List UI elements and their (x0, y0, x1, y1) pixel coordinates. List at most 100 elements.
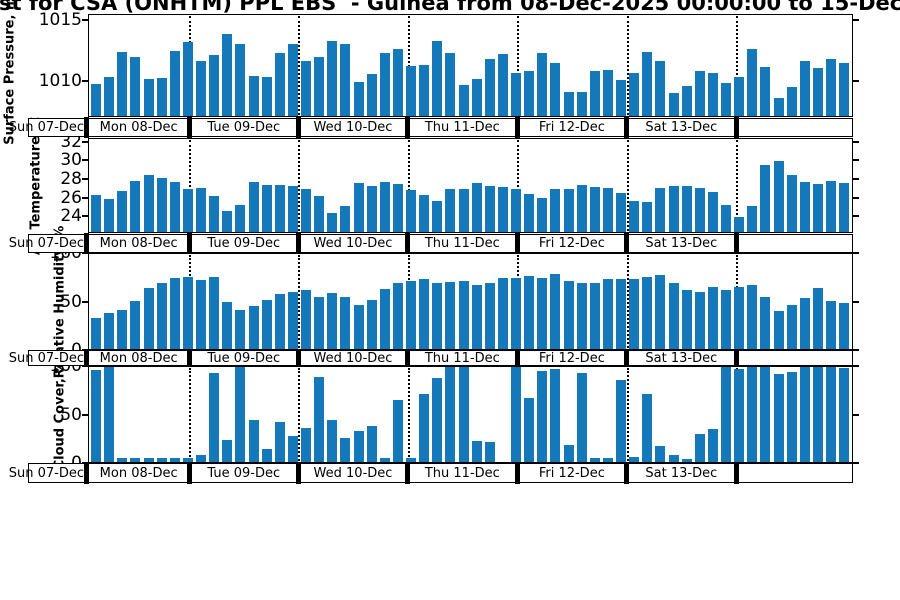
bar-air-temperature (629, 201, 640, 232)
bar-relative-humidity (563, 280, 574, 349)
day-separator (514, 117, 520, 138)
day-label: Sat 13-Dec (645, 350, 718, 366)
bar-air-temperature (826, 180, 836, 232)
bar-surface-pressure (576, 92, 587, 116)
day-strip (28, 234, 853, 253)
day-label: Thu 11-Dec (424, 236, 500, 251)
bar-cloud-cover (235, 367, 246, 462)
bar-relative-humidity (524, 275, 535, 349)
bar-surface-pressure (550, 62, 561, 116)
day-separator (295, 117, 301, 138)
bar-surface-pressure (537, 53, 548, 116)
bar-cloud-cover (602, 458, 613, 462)
bar-air-temperature (799, 181, 810, 232)
bar-surface-pressure (642, 51, 653, 116)
ytick-label: 1015 (38, 10, 82, 31)
day-separator (83, 349, 89, 367)
bar-relative-humidity (169, 277, 180, 349)
bar-surface-pressure (511, 73, 521, 116)
bar-cloud-cover (524, 398, 535, 462)
day-boundary-line (736, 140, 738, 231)
bar-cloud-cover (668, 455, 679, 462)
bar-surface-pressure (117, 51, 128, 116)
bar-relative-humidity (576, 282, 587, 349)
bar-relative-humidity (550, 273, 561, 349)
bar-relative-humidity (655, 274, 666, 349)
bar-air-temperature (471, 182, 482, 232)
day-separator (186, 117, 192, 138)
bar-surface-pressure (301, 61, 311, 116)
bar-air-temperature (261, 184, 272, 232)
day-separator (624, 233, 630, 254)
bar-relative-humidity (537, 277, 548, 349)
day-separator (186, 462, 192, 484)
bar-cloud-cover (812, 367, 823, 462)
bar-surface-pressure (563, 92, 574, 116)
bar-cloud-cover (261, 448, 272, 462)
ytick-label: 30 (60, 150, 82, 171)
bar-surface-pressure (261, 76, 272, 116)
bar-relative-humidity (235, 310, 246, 349)
bar-surface-pressure (839, 62, 850, 116)
day-separator (733, 233, 739, 254)
day-separator (83, 117, 89, 138)
bar-air-temperature (694, 188, 705, 232)
day-separator (295, 462, 301, 484)
day-separator (405, 462, 411, 484)
bar-surface-pressure (655, 61, 666, 116)
bar-surface-pressure (274, 53, 285, 116)
bar-relative-humidity (694, 292, 705, 349)
bar-relative-humidity (471, 285, 482, 349)
bar-cloud-cover (629, 457, 640, 462)
bar-cloud-cover (642, 393, 653, 462)
bar-surface-pressure (484, 58, 495, 116)
bar-surface-pressure (786, 87, 797, 116)
bar-cloud-cover (143, 458, 154, 462)
day-separator (624, 462, 630, 484)
bar-surface-pressure (602, 69, 613, 116)
ytick-right (853, 349, 859, 351)
bar-air-temperature (773, 160, 784, 232)
bar-relative-humidity (117, 310, 128, 349)
bar-cloud-cover (734, 368, 745, 462)
ytick-left (82, 19, 88, 22)
bar-surface-pressure (432, 41, 443, 116)
bar-relative-humidity (182, 276, 193, 349)
day-separator (624, 117, 630, 138)
bar-air-temperature (668, 186, 679, 232)
bar-air-temperature (130, 180, 141, 232)
bar-relative-humidity (406, 280, 416, 349)
bar-cloud-cover (786, 371, 797, 462)
day-boundary-line (407, 140, 410, 231)
day-boundary-line (517, 16, 519, 115)
bar-cloud-cover (301, 427, 311, 462)
day-label: Mon 08-Dec (99, 350, 178, 366)
bar-cloud-cover (537, 370, 548, 462)
bar-surface-pressure (694, 70, 705, 116)
bar-relative-humidity (327, 292, 338, 349)
bar-cloud-cover (550, 368, 561, 462)
bar-relative-humidity (156, 282, 167, 349)
day-boundary-line (298, 368, 301, 461)
bar-relative-humidity (721, 290, 731, 349)
bar-air-temperature (196, 188, 206, 232)
bar-cloud-cover (222, 440, 233, 462)
ylabel-cloud-cover: Cloud Cover, % (52, 360, 68, 469)
bar-cloud-cover (156, 458, 167, 462)
day-label: Wed 10-Dec (313, 236, 393, 251)
figure-title: st for CSA (ONHTM) PPL EBS - Guinea from… (0, 0, 900, 15)
day-separator (295, 349, 301, 367)
day-separator (186, 233, 192, 254)
bar-cloud-cover (458, 367, 469, 462)
bar-air-temperature (327, 212, 338, 232)
day-boundary-line (298, 16, 301, 115)
bar-relative-humidity (287, 292, 298, 349)
bar-cloud-cover (694, 433, 705, 462)
bar-cloud-cover (484, 442, 495, 462)
day-separator (733, 462, 739, 484)
day-separator (514, 462, 520, 484)
bar-air-temperature (143, 174, 154, 232)
bar-air-temperature (550, 189, 561, 232)
ytick-label: 32 (60, 131, 82, 152)
bar-air-temperature (379, 181, 390, 232)
